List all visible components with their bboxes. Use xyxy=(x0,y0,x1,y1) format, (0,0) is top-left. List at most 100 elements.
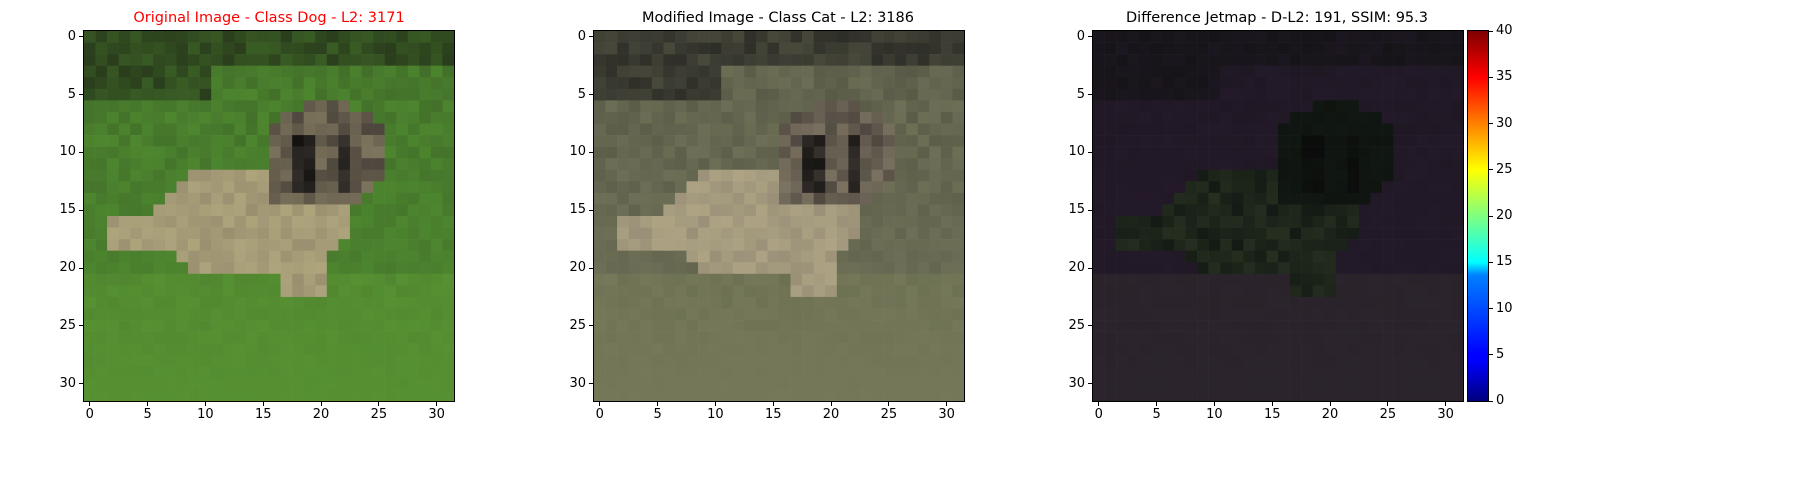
image-pixel xyxy=(373,135,385,147)
image-pixel xyxy=(234,343,247,356)
image-pixel xyxy=(698,343,710,356)
image-pixel xyxy=(338,366,351,379)
image-pixel xyxy=(130,65,143,78)
image-pixel xyxy=(1220,389,1233,401)
image-pixel xyxy=(651,111,664,124)
image-pixel xyxy=(1301,31,1313,43)
image-pixel xyxy=(917,77,930,90)
image-pixel xyxy=(1416,65,1429,78)
image-pixel xyxy=(686,169,699,182)
image-pixel xyxy=(442,158,454,171)
image-pixel xyxy=(1104,377,1117,390)
image-pixel xyxy=(1347,216,1360,228)
image-pixel xyxy=(790,216,803,228)
image-pixel xyxy=(1301,216,1313,228)
image-pixel xyxy=(280,331,293,344)
image-pixel xyxy=(1439,273,1452,286)
image-pixel xyxy=(859,239,872,251)
image-pixel xyxy=(848,239,861,251)
image-pixel xyxy=(1197,135,1209,147)
image-pixel xyxy=(1150,111,1163,124)
image-pixel xyxy=(755,88,768,101)
image-pixel xyxy=(744,308,757,321)
image-pixel xyxy=(732,88,745,101)
image-pixel xyxy=(744,354,757,367)
image-pixel xyxy=(1312,343,1325,356)
image-pixel xyxy=(1139,77,1152,90)
image-pixel xyxy=(859,262,872,275)
image-pixel xyxy=(1347,192,1360,205)
image-pixel xyxy=(952,250,964,263)
image-pixel xyxy=(1173,296,1186,309)
image-pixel xyxy=(118,123,131,136)
image-pixel xyxy=(859,296,872,309)
image-pixel xyxy=(628,42,641,55)
image-pixel xyxy=(361,377,374,390)
image-pixel xyxy=(1104,65,1117,78)
image-pixel xyxy=(326,331,339,344)
image-pixel xyxy=(430,239,443,251)
image-pixel xyxy=(373,389,385,401)
image-pixel xyxy=(721,354,734,367)
image-pixel xyxy=(176,216,189,228)
image-pixel xyxy=(1393,192,1406,205)
image-pixel xyxy=(825,250,838,263)
image-pixel xyxy=(419,366,432,379)
image-pixel xyxy=(245,389,258,401)
image-pixel xyxy=(257,135,270,147)
image-pixel xyxy=(130,262,143,275)
image-pixel xyxy=(1104,111,1117,124)
image-pixel xyxy=(1335,65,1348,78)
image-pixel xyxy=(836,389,849,401)
image-pixel xyxy=(164,308,177,321)
image-pixel xyxy=(894,320,907,332)
image-pixel xyxy=(917,100,930,113)
image-pixel xyxy=(1127,169,1140,182)
image-pixel xyxy=(1243,77,1256,90)
image-pixel xyxy=(1104,227,1117,240)
image-pixel xyxy=(1220,296,1233,309)
image-pixel xyxy=(373,296,385,309)
image-pixel xyxy=(1405,169,1418,182)
image-pixel xyxy=(906,262,919,275)
image-pixel xyxy=(1324,331,1337,344)
image-pixel xyxy=(755,296,768,309)
image-pixel xyxy=(153,366,166,379)
image-pixel xyxy=(1243,111,1256,124)
image-pixel xyxy=(1405,111,1418,124)
image-pixel xyxy=(269,285,281,298)
image-pixel xyxy=(199,216,212,228)
image-pixel xyxy=(1370,123,1383,136)
image-pixel xyxy=(1162,250,1175,263)
image-pixel xyxy=(1382,308,1394,321)
image-pixel xyxy=(1243,366,1256,379)
x-tick-modified-mark xyxy=(830,402,832,406)
image-pixel xyxy=(164,65,177,78)
image-pixel xyxy=(1278,31,1290,43)
image-pixel xyxy=(222,54,235,66)
image-pixel xyxy=(1324,77,1337,90)
image-pixel xyxy=(1370,204,1383,217)
image-pixel xyxy=(245,273,258,286)
image-pixel xyxy=(396,389,409,401)
image-pixel xyxy=(628,31,641,43)
image-pixel xyxy=(1254,204,1267,217)
image-pixel xyxy=(1139,296,1152,309)
image-pixel xyxy=(848,169,861,182)
x-tick-modified-label: 30 xyxy=(938,407,955,422)
image-pixel xyxy=(732,77,745,90)
image-pixel xyxy=(1289,308,1302,321)
image-pixel xyxy=(141,77,154,90)
image-pixel xyxy=(1428,354,1441,367)
image-pixel xyxy=(628,204,641,217)
image-pixel xyxy=(686,354,699,367)
image-pixel xyxy=(211,181,224,194)
image-pixel xyxy=(118,239,131,251)
image-pixel xyxy=(361,296,374,309)
image-pixel xyxy=(280,146,293,159)
image-pixel xyxy=(1185,262,1198,275)
image-pixel xyxy=(1405,285,1418,298)
image-pixel xyxy=(1150,262,1163,275)
image-pixel xyxy=(188,88,200,101)
y-tick-modified-mark xyxy=(589,325,593,327)
